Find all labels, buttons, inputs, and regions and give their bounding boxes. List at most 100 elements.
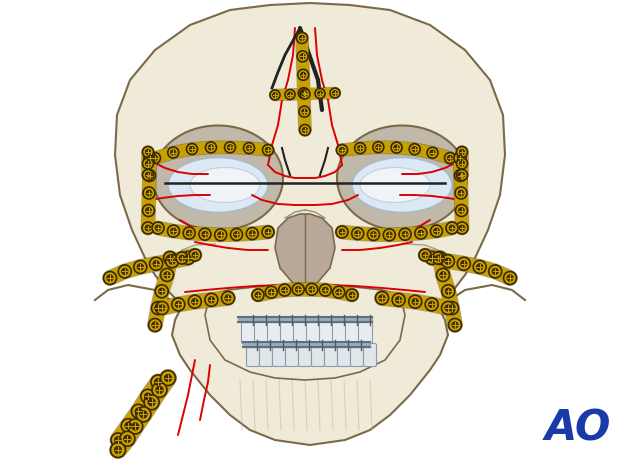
Circle shape bbox=[146, 190, 152, 196]
Circle shape bbox=[373, 142, 384, 153]
Circle shape bbox=[409, 144, 420, 155]
Circle shape bbox=[141, 389, 155, 403]
Circle shape bbox=[122, 268, 128, 274]
Circle shape bbox=[459, 225, 465, 231]
Circle shape bbox=[440, 272, 446, 278]
Circle shape bbox=[446, 302, 459, 314]
Circle shape bbox=[249, 230, 255, 236]
Circle shape bbox=[149, 257, 162, 270]
Circle shape bbox=[186, 230, 192, 236]
Text: AO: AO bbox=[545, 407, 611, 449]
Circle shape bbox=[192, 298, 198, 305]
Ellipse shape bbox=[190, 168, 260, 202]
Circle shape bbox=[122, 419, 135, 433]
Circle shape bbox=[339, 147, 345, 153]
FancyBboxPatch shape bbox=[350, 343, 363, 366]
Circle shape bbox=[111, 433, 125, 447]
Circle shape bbox=[246, 146, 252, 151]
Circle shape bbox=[144, 393, 151, 400]
Circle shape bbox=[155, 305, 161, 311]
Circle shape bbox=[168, 147, 179, 158]
Circle shape bbox=[507, 275, 513, 281]
Circle shape bbox=[415, 227, 427, 239]
Circle shape bbox=[441, 302, 454, 314]
Ellipse shape bbox=[153, 125, 283, 230]
Circle shape bbox=[143, 169, 154, 180]
Circle shape bbox=[473, 260, 486, 274]
Circle shape bbox=[143, 146, 154, 157]
FancyBboxPatch shape bbox=[247, 343, 260, 366]
Circle shape bbox=[492, 268, 498, 274]
Circle shape bbox=[399, 228, 411, 240]
Circle shape bbox=[446, 222, 458, 234]
FancyBboxPatch shape bbox=[345, 319, 360, 343]
Circle shape bbox=[166, 255, 179, 268]
Circle shape bbox=[445, 258, 451, 264]
Circle shape bbox=[394, 145, 399, 150]
Circle shape bbox=[164, 374, 172, 382]
Circle shape bbox=[459, 161, 465, 166]
Circle shape bbox=[336, 289, 342, 295]
Circle shape bbox=[172, 298, 185, 311]
Circle shape bbox=[104, 272, 117, 285]
Circle shape bbox=[368, 229, 379, 241]
Circle shape bbox=[145, 149, 151, 155]
Circle shape bbox=[332, 90, 337, 95]
Circle shape bbox=[299, 124, 311, 135]
Circle shape bbox=[273, 93, 278, 97]
Circle shape bbox=[221, 291, 234, 304]
Ellipse shape bbox=[337, 125, 467, 230]
Circle shape bbox=[339, 229, 345, 235]
Circle shape bbox=[503, 272, 516, 285]
Circle shape bbox=[192, 252, 198, 258]
Circle shape bbox=[441, 255, 454, 268]
Circle shape bbox=[371, 231, 376, 237]
Circle shape bbox=[136, 407, 151, 422]
Circle shape bbox=[456, 146, 467, 157]
Circle shape bbox=[433, 252, 446, 264]
Ellipse shape bbox=[352, 157, 452, 213]
Circle shape bbox=[156, 302, 169, 314]
Ellipse shape bbox=[168, 157, 268, 213]
Circle shape bbox=[143, 158, 154, 169]
Ellipse shape bbox=[360, 168, 430, 202]
Polygon shape bbox=[275, 214, 335, 288]
Circle shape bbox=[144, 152, 156, 164]
Circle shape bbox=[154, 379, 161, 386]
Circle shape bbox=[445, 305, 451, 311]
Circle shape bbox=[115, 437, 122, 443]
Circle shape bbox=[159, 288, 165, 295]
Circle shape bbox=[402, 231, 408, 237]
Circle shape bbox=[142, 222, 154, 234]
Circle shape bbox=[288, 92, 293, 97]
Circle shape bbox=[183, 227, 195, 239]
Circle shape bbox=[170, 228, 177, 234]
Circle shape bbox=[140, 411, 147, 418]
Circle shape bbox=[297, 51, 308, 62]
Circle shape bbox=[319, 284, 331, 296]
Circle shape bbox=[262, 226, 274, 238]
Circle shape bbox=[301, 72, 306, 78]
Circle shape bbox=[442, 285, 455, 298]
Circle shape bbox=[298, 69, 309, 80]
Circle shape bbox=[309, 286, 315, 292]
FancyBboxPatch shape bbox=[358, 319, 373, 343]
Circle shape bbox=[357, 146, 363, 151]
Circle shape bbox=[149, 319, 161, 331]
FancyBboxPatch shape bbox=[254, 319, 268, 343]
Circle shape bbox=[391, 142, 402, 153]
Circle shape bbox=[418, 230, 424, 236]
FancyBboxPatch shape bbox=[319, 319, 334, 343]
Circle shape bbox=[285, 90, 295, 100]
Circle shape bbox=[459, 207, 464, 213]
Circle shape bbox=[228, 145, 232, 150]
Circle shape bbox=[425, 298, 438, 311]
Circle shape bbox=[202, 231, 208, 237]
Circle shape bbox=[205, 293, 218, 306]
Circle shape bbox=[152, 322, 158, 328]
Circle shape bbox=[246, 228, 259, 240]
Circle shape bbox=[137, 263, 144, 270]
Circle shape bbox=[303, 127, 308, 133]
Circle shape bbox=[161, 370, 175, 386]
Circle shape bbox=[476, 263, 483, 270]
